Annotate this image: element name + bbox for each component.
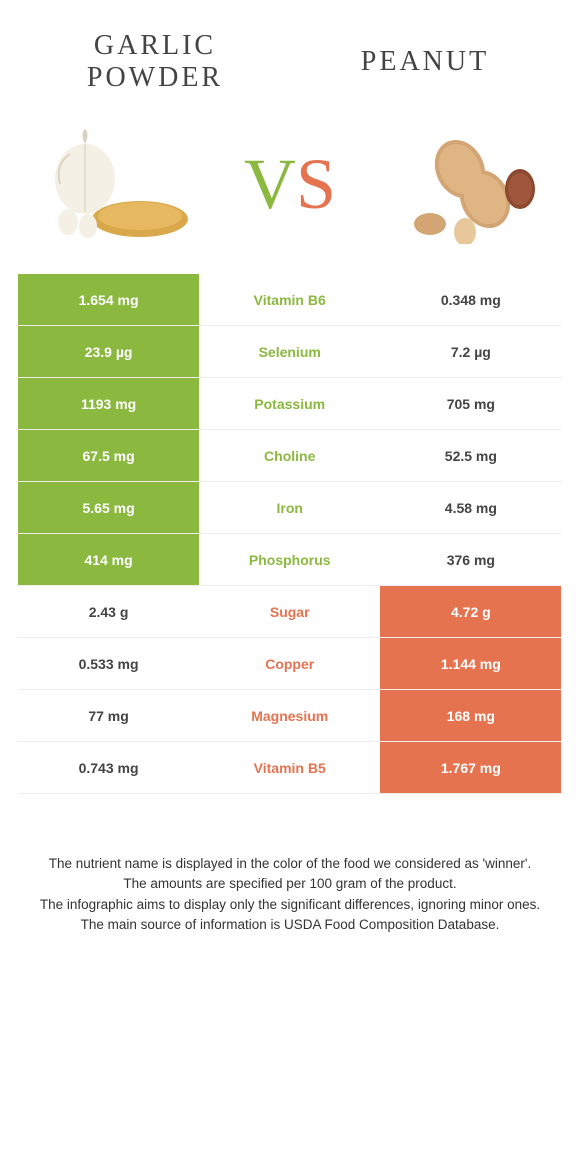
images-row: VS — [0, 104, 580, 274]
nutrient-row: 1193 mgPotassium705 mg — [18, 378, 562, 430]
nutrient-name: Copper — [199, 638, 380, 689]
nutrient-row: 0.743 mgVitamin B51.767 mg — [18, 742, 562, 794]
footnote-line: The amounts are specified per 100 gram o… — [30, 874, 550, 894]
nutrient-name: Iron — [199, 482, 380, 533]
nutrient-name: Phosphorus — [199, 534, 380, 585]
left-value: 1193 mg — [18, 378, 199, 429]
nutrient-row: 414 mgPhosphorus376 mg — [18, 534, 562, 586]
right-value: 168 mg — [380, 690, 561, 741]
left-value: 77 mg — [18, 690, 199, 741]
vs-s-letter: S — [296, 144, 336, 224]
nutrient-name: Vitamin B6 — [199, 274, 380, 325]
right-value: 705 mg — [380, 378, 561, 429]
right-value: 4.72 g — [380, 586, 561, 637]
footnote-line: The main source of information is USDA F… — [30, 915, 550, 935]
left-value: 2.43 g — [18, 586, 199, 637]
nutrient-row: 2.43 gSugar4.72 g — [18, 586, 562, 638]
nutrient-name: Potassium — [199, 378, 380, 429]
header-row: Garlic powder Peanut — [0, 0, 580, 104]
right-value: 1.767 mg — [380, 742, 561, 793]
vs-v-letter: V — [244, 144, 296, 224]
left-value: 0.533 mg — [18, 638, 199, 689]
right-value: 52.5 mg — [380, 430, 561, 481]
right-value: 0.348 mg — [380, 274, 561, 325]
nutrient-name: Sugar — [199, 586, 380, 637]
vs-label: VS — [244, 143, 336, 226]
left-value: 67.5 mg — [18, 430, 199, 481]
footnote-line: The infographic aims to display only the… — [30, 895, 550, 915]
left-value: 23.9 µg — [18, 326, 199, 377]
peanut-image — [390, 124, 550, 244]
left-value: 0.743 mg — [18, 742, 199, 793]
infographic: Garlic powder Peanut VS — [0, 0, 580, 935]
nutrient-name: Vitamin B5 — [199, 742, 380, 793]
right-value: 4.58 mg — [380, 482, 561, 533]
nutrient-row: 77 mgMagnesium168 mg — [18, 690, 562, 742]
right-value: 7.2 µg — [380, 326, 561, 377]
nutrient-row: 23.9 µgSelenium7.2 µg — [18, 326, 562, 378]
right-value: 1.144 mg — [380, 638, 561, 689]
left-value: 1.654 mg — [18, 274, 199, 325]
footnote-line: The nutrient name is displayed in the co… — [30, 854, 550, 874]
nutrient-row: 5.65 mgIron4.58 mg — [18, 482, 562, 534]
nutrient-name: Choline — [199, 430, 380, 481]
garlic-powder-image — [30, 124, 190, 244]
nutrient-row: 1.654 mgVitamin B60.348 mg — [18, 274, 562, 326]
nutrient-row: 67.5 mgCholine52.5 mg — [18, 430, 562, 482]
left-value: 5.65 mg — [18, 482, 199, 533]
left-food-title: Garlic powder — [40, 30, 270, 94]
nutrient-name: Selenium — [199, 326, 380, 377]
right-value: 376 mg — [380, 534, 561, 585]
nutrient-row: 0.533 mgCopper1.144 mg — [18, 638, 562, 690]
left-value: 414 mg — [18, 534, 199, 585]
footnotes: The nutrient name is displayed in the co… — [0, 794, 580, 935]
nutrient-table: 1.654 mgVitamin B60.348 mg23.9 µgSeleniu… — [0, 274, 580, 794]
nutrient-name: Magnesium — [199, 690, 380, 741]
right-food-title: Peanut — [310, 46, 540, 78]
